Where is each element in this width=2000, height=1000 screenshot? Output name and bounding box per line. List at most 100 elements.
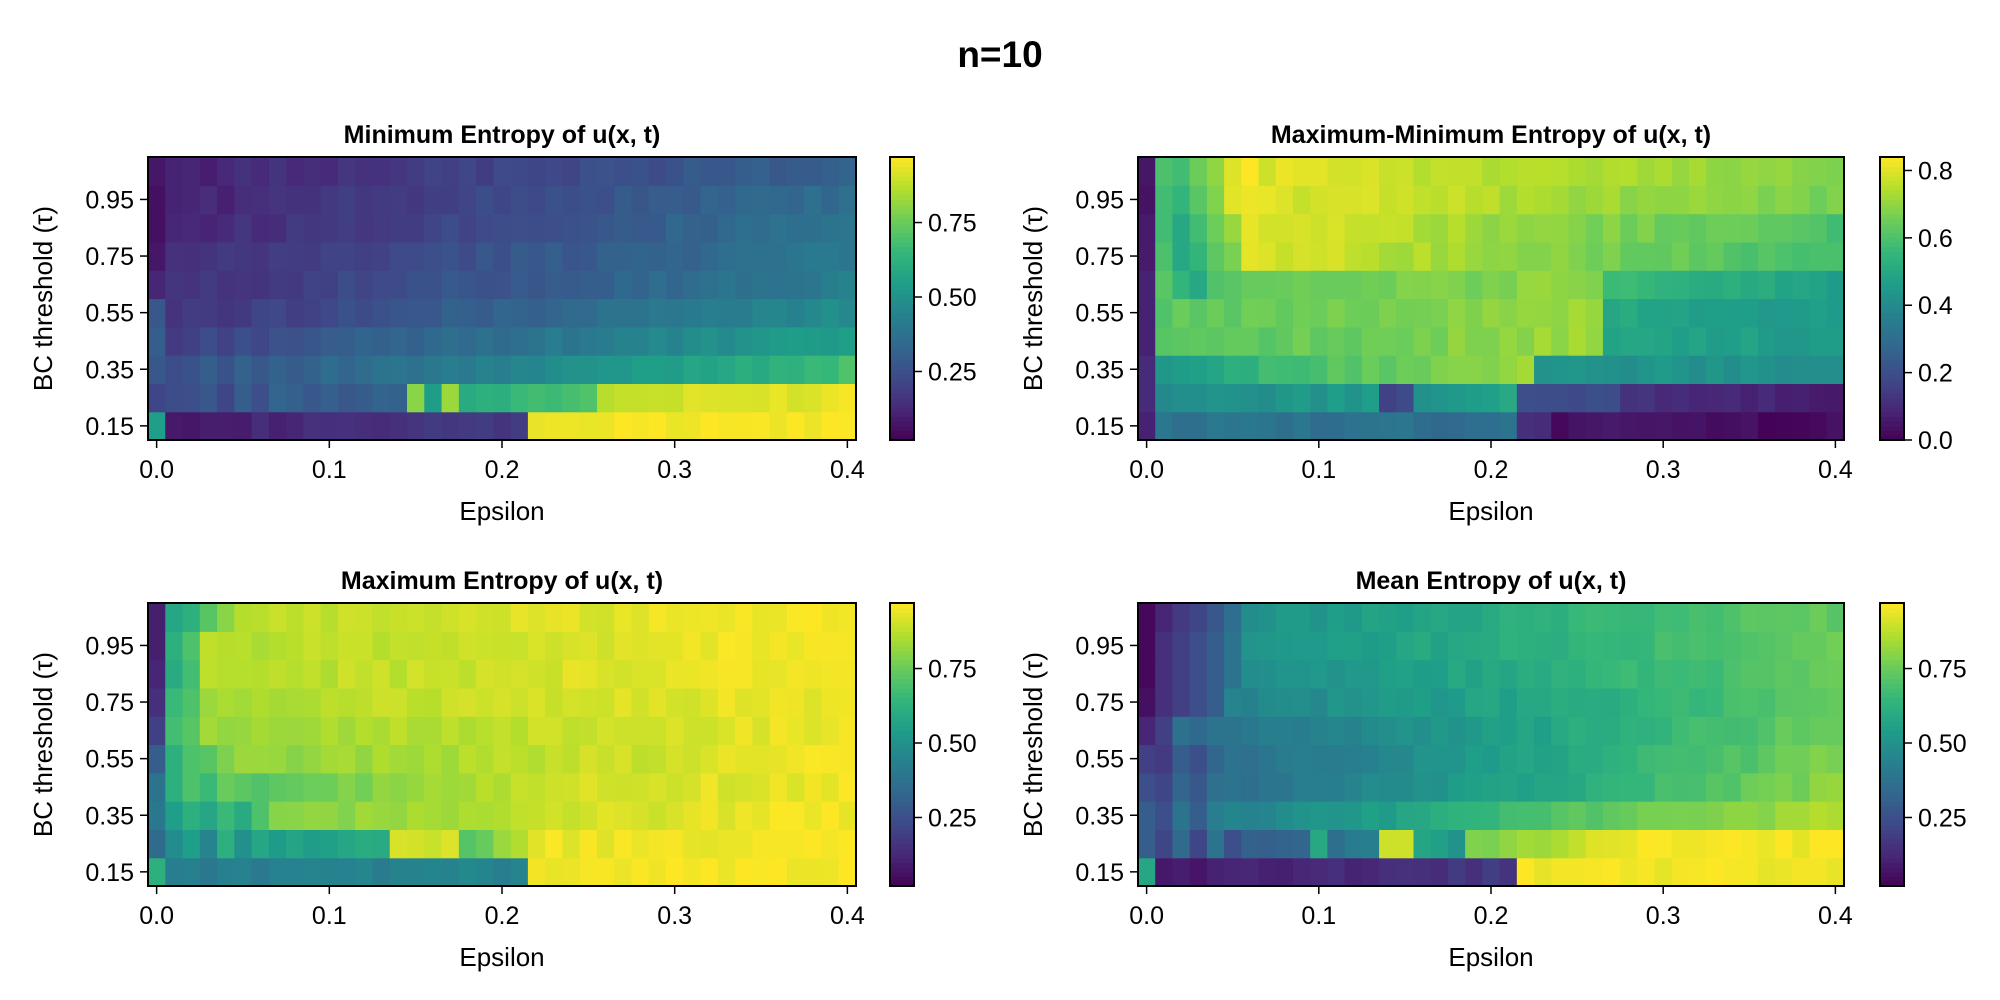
heatmap-cell	[1258, 411, 1277, 441]
colorbar-step	[1880, 645, 1904, 651]
heatmap-cell	[1379, 298, 1397, 328]
colorbar-step	[1880, 876, 1904, 882]
heatmap-cell	[199, 326, 218, 356]
heatmap-cell	[527, 659, 546, 689]
heatmap-cell	[1775, 355, 1793, 384]
heatmap-cell	[1654, 631, 1673, 661]
colorbar-step	[1880, 763, 1904, 769]
heatmap-cell	[614, 716, 633, 746]
heatmap-cell	[1482, 829, 1501, 859]
heatmap-cell	[217, 270, 235, 300]
heatmap-cell	[614, 687, 633, 717]
heatmap-cell	[1206, 829, 1225, 859]
heatmap-cell	[268, 744, 287, 774]
colorbar-step	[1880, 171, 1904, 177]
heatmap-cell	[804, 298, 823, 328]
heatmap-cell	[337, 687, 356, 717]
heatmap-cell	[234, 687, 253, 717]
colorbar-step	[1880, 654, 1904, 661]
heatmap-cell	[1482, 716, 1501, 746]
heatmap-cell	[1292, 270, 1311, 300]
heatmap-cell	[752, 355, 771, 384]
heatmap-cell	[1241, 157, 1260, 186]
heatmap-cell	[372, 603, 391, 632]
heatmap-cell	[1792, 772, 1811, 802]
heatmap-cell	[1637, 383, 1656, 413]
heatmap-cell	[1723, 857, 1742, 887]
heatmap-cell	[148, 326, 166, 356]
heatmap-cell	[1689, 241, 1707, 271]
heatmap-cell	[1155, 631, 1174, 661]
heatmap-cell	[1327, 772, 1346, 802]
heatmap-cell	[1241, 603, 1260, 632]
heatmap-cell	[1671, 383, 1690, 413]
heatmap-cell	[1361, 213, 1380, 243]
heatmap-cell	[1361, 185, 1380, 215]
colorbar-step	[1880, 730, 1904, 736]
heatmap-cell	[268, 772, 287, 802]
heatmap-cell	[510, 772, 529, 802]
heatmap-cell	[1551, 326, 1570, 356]
colorbar-step	[1880, 838, 1904, 845]
heatmap-cell	[355, 326, 374, 356]
colorbar-step	[1880, 350, 1904, 356]
heatmap-cell	[1258, 829, 1277, 859]
colorbar-step	[890, 421, 914, 427]
heatmap-cell	[1534, 383, 1552, 413]
heatmap-cell	[1275, 829, 1294, 859]
heatmap-cell	[355, 857, 374, 887]
heatmap-cell	[1551, 270, 1570, 300]
colorbar-step	[890, 270, 914, 276]
heatmap-cell	[268, 857, 287, 887]
heatmap-cell	[1138, 716, 1156, 746]
heatmap-cell	[217, 603, 235, 632]
heatmap-cell	[1706, 829, 1725, 859]
heatmap-cell	[1740, 687, 1759, 717]
heatmap-cell	[407, 687, 425, 717]
heatmap-cell	[614, 383, 633, 413]
heatmap-cell	[1465, 185, 1483, 215]
heatmap-cell	[199, 298, 218, 328]
heatmap-cell	[268, 326, 287, 356]
heatmap-cell	[286, 185, 305, 215]
heatmap-cell	[614, 659, 633, 689]
heatmap-cell	[182, 241, 201, 271]
heatmap-cell	[631, 857, 650, 887]
heatmap-cell	[1361, 829, 1380, 859]
heatmap-cell	[1379, 687, 1397, 717]
heatmap-cell	[1775, 270, 1793, 300]
heatmap-cell	[1155, 829, 1174, 859]
heatmap-cell	[614, 603, 633, 632]
heatmap-cell	[1206, 411, 1225, 441]
heatmap-cell	[1241, 801, 1260, 830]
heatmap-cell	[355, 716, 374, 746]
heatmap-cell	[493, 213, 512, 243]
colorbar-step	[1880, 256, 1904, 262]
heatmap-cell	[1292, 631, 1311, 661]
heatmap-cell	[1465, 326, 1483, 356]
heatmap-cell	[1602, 157, 1621, 186]
heatmap-cell	[148, 603, 166, 632]
heatmap-cell	[1516, 744, 1535, 774]
heatmap-cell	[1775, 326, 1793, 356]
heatmap-cell	[1224, 270, 1242, 300]
heatmap-cell	[268, 659, 287, 689]
heatmap-cell	[1155, 659, 1174, 689]
heatmap-cell	[1379, 603, 1397, 632]
heatmap-cell	[1534, 185, 1552, 215]
colorbar-step	[890, 829, 914, 835]
colorbar-step	[890, 692, 914, 698]
heatmap-cell	[1275, 241, 1294, 271]
colorbar-step	[890, 796, 914, 802]
heatmap-cell	[648, 326, 667, 356]
heatmap-cell	[562, 326, 581, 356]
heatmap-cell	[1327, 631, 1346, 661]
heatmap-cell	[1792, 659, 1811, 689]
heatmap-cell	[1499, 185, 1518, 215]
heatmap-cell	[579, 603, 598, 632]
colorbar-step	[1880, 322, 1904, 328]
heatmap-cell	[1292, 326, 1311, 356]
y-tick-label: 0.55	[1075, 746, 1124, 774]
colorbar-step	[890, 626, 914, 632]
heatmap-cell	[1241, 326, 1260, 356]
